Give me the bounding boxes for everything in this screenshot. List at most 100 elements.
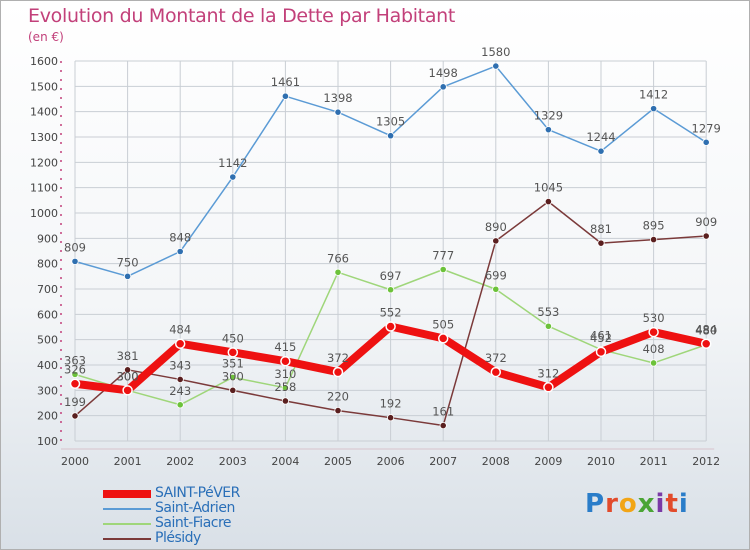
data-point [334,108,342,116]
data-point [700,338,712,349]
data-label: 452 [590,331,612,345]
data-label: 895 [643,219,665,233]
data-point [281,92,289,100]
y-tick-label: 300 [37,384,58,397]
x-tick-label: 2009 [534,455,562,468]
x-tick-label: 2007 [429,455,457,468]
legend-swatch [103,523,151,525]
data-point [174,338,186,349]
legend-label: SAINT-PéVER [155,485,240,501]
logo-letter: r [605,489,619,519]
y-tick-label: 400 [37,359,58,372]
y-tick-label: 1200 [30,156,58,169]
x-tick-label: 2002 [166,455,194,468]
chart-subtitle: (en €) [28,30,64,44]
data-point [229,373,237,382]
y-tick-label: 900 [37,232,58,245]
data-label: 505 [432,317,454,331]
data-point [544,126,553,134]
y-tick-label: 700 [37,283,58,296]
data-label: 1412 [639,88,668,102]
data-point [229,386,237,394]
data-point [71,257,79,265]
y-tick-label: 800 [37,258,58,271]
series-1 [71,62,710,280]
data-label: 326 [64,363,86,377]
data-point [702,232,710,240]
data-point [386,132,395,140]
data-label: 300 [117,369,139,383]
data-point [386,414,395,422]
data-label: 484 [695,323,717,337]
data-label: 220 [327,390,349,404]
series-3 [71,198,710,430]
data-label: 312 [537,366,559,380]
data-label: 1580 [481,45,510,59]
x-tick-label: 2000 [61,455,89,468]
legend-swatch [103,508,151,510]
data-label: 480 [695,324,717,338]
data-point [281,397,289,405]
data-point [544,322,553,330]
data-label: 300 [117,369,139,383]
data-label: 372 [327,351,349,365]
data-label: 484 [169,323,191,337]
y-tick-label: 1400 [30,106,58,119]
chart-title: Evolution du Montant de la Dette par Hab… [28,5,456,27]
legend-label: Plésidy [155,530,201,546]
data-point [648,326,659,338]
logo-letter: o [618,489,638,519]
data-point [544,198,553,206]
data-label: 161 [432,405,454,419]
x-tick-label: 2003 [219,455,247,468]
y-tick-label: 1000 [30,207,58,220]
data-label: 300 [222,369,244,383]
data-label: 258 [274,380,296,394]
legend-swatch [103,490,151,498]
logo-letter: i [678,489,689,519]
data-label: 408 [643,342,665,356]
data-point [439,265,447,274]
data-point [176,401,184,409]
data-label: 351 [222,356,244,370]
data-point [332,366,344,378]
data-point [492,237,500,245]
data-point [122,385,133,396]
x-tick-label: 2005 [324,455,352,468]
logo-letter: t [665,489,679,519]
data-point [597,147,605,155]
data-point [124,366,132,374]
y-tick-label: 500 [37,334,58,347]
data-label: 1329 [534,109,563,123]
x-tick-label: 2006 [377,455,405,468]
data-point [227,347,239,358]
legend-swatch [103,538,151,540]
data-point [71,370,79,378]
data-point [281,384,289,392]
data-point [386,286,395,294]
x-tick-label: 2008 [482,455,510,468]
data-label: 848 [169,231,191,245]
proxiti-logo: Proxiti [585,489,689,519]
data-label: 552 [380,305,402,319]
data-label: 890 [485,220,507,234]
x-tick-label: 2011 [640,455,668,468]
series-0 [69,321,712,396]
data-label: 777 [432,248,454,262]
data-point [595,346,607,358]
data-point [229,173,237,181]
data-label: 1244 [586,130,615,144]
y-tick-label: 200 [37,410,58,423]
y-tick-label: 1500 [30,80,58,93]
data-point [439,83,447,91]
data-label: 1142 [218,156,247,170]
data-label: 909 [695,215,717,229]
data-point [71,412,79,420]
data-point [543,382,554,393]
data-point [492,62,500,70]
y-tick-label: 1300 [30,131,58,144]
y-tick-label: 1100 [30,182,58,195]
data-point [334,268,342,276]
data-point [649,359,658,367]
